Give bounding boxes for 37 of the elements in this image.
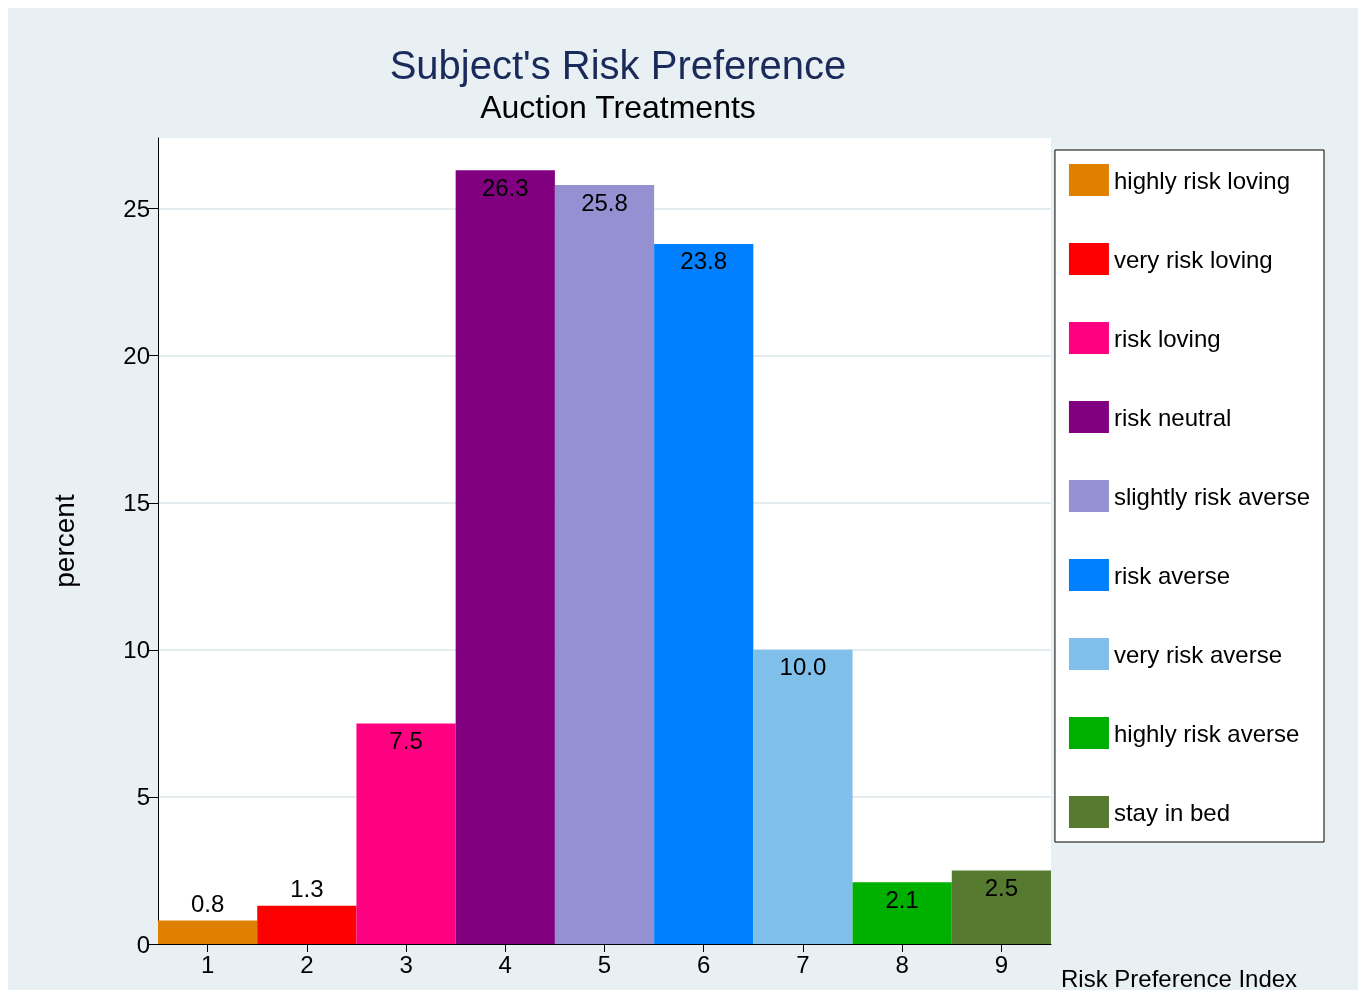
legend-label: very risk loving [1113,245,1273,273]
x-tick-label: 9 [994,950,1009,978]
legend-label: very risk averse [1113,640,1282,668]
x-tick-label: 4 [498,950,512,978]
legend-label: risk averse [1113,561,1230,589]
y-axis-title: percent [48,494,80,588]
legend-label: highly risk averse [1113,719,1300,747]
x-tick-label: 7 [796,950,810,978]
data-label: 10.0 [779,653,827,681]
x-tick-label: 3 [399,950,413,978]
y-tick-label: 10 [123,636,150,664]
chart-title: Subject's Risk Preference [389,43,847,87]
x-tick-label: 1 [200,950,215,978]
data-label: 2.1 [885,885,919,913]
data-label: 1.3 [290,875,324,903]
x-tick-label: 5 [597,950,612,978]
data-label: 0.8 [190,889,225,917]
y-tick-label: 25 [123,195,150,223]
y-tick-label: 5 [136,783,150,811]
data-label: 26.3 [481,173,529,201]
legend-label: risk neutral [1113,403,1232,431]
x-axis-title: Risk Preference Index [1061,964,1298,992]
data-label: 7.5 [389,726,423,754]
legend-label: highly risk loving [1113,166,1291,194]
legend-label: slightly risk averse [1113,482,1311,510]
x-tick-label: 6 [697,950,711,978]
legend-label: risk loving [1113,324,1221,352]
data-label: 25.8 [581,188,628,216]
x-tick-label: 2 [300,950,314,978]
y-tick-label: 0 [136,930,150,958]
legend-label: stay in bed [1113,798,1231,826]
x-tick-label: 8 [895,950,909,978]
y-tick-label: 15 [123,489,150,517]
chart-subtitle: Auction Treatments [480,89,756,125]
data-label: 23.8 [680,247,728,275]
y-tick-label: 20 [123,342,150,370]
data-label: 2.5 [984,873,1019,901]
